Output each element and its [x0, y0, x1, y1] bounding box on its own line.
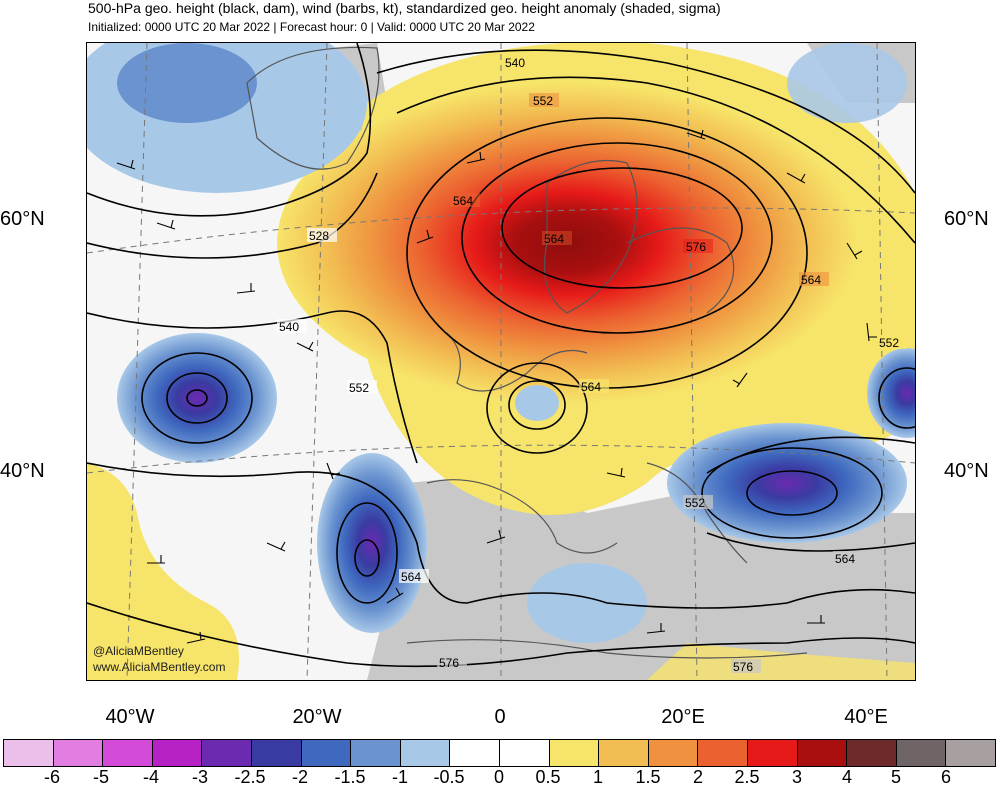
- graticule: [87, 43, 915, 680]
- colorbar-swatch: [599, 740, 649, 766]
- colorbar-swatch: [400, 740, 451, 766]
- colorbar-label: -1.5: [334, 767, 366, 787]
- colorbar-label: 2: [692, 767, 704, 787]
- credit-handle: @AliciaMBentley: [93, 644, 184, 658]
- wind-barbs: [116, 129, 877, 644]
- contour-label: 564: [801, 273, 821, 287]
- lon-label: 40°E: [844, 706, 888, 728]
- colorbar-swatch: [648, 740, 699, 766]
- lat-label-60n-left: 60°N: [0, 208, 45, 230]
- negative-anomaly-shading: [87, 43, 915, 643]
- weather-map: 540 552 564 576 528 540 552 564 564 564 …: [86, 42, 916, 681]
- contour-label: 564: [835, 552, 855, 566]
- contour-label: 552: [533, 94, 553, 108]
- contour-label: 564: [544, 232, 564, 246]
- colorbar-label: -5: [92, 767, 110, 787]
- map-subtitle: Initialized: 0000 UTC 20 Mar 2022 | Fore…: [88, 20, 535, 34]
- map-canvas: 540 552 564 576 528 540 552 564 564 564 …: [87, 43, 915, 680]
- anomaly-colorbar: [3, 739, 996, 767]
- colorbar-label: -6: [43, 767, 61, 787]
- contour-label: 540: [279, 320, 299, 334]
- colorbar-swatch: [797, 740, 848, 766]
- contour-label: 528: [309, 229, 329, 243]
- colorbar-swatch: [747, 740, 798, 766]
- colorbar-label: 0.5: [535, 767, 561, 787]
- colorbar-swatch: [698, 740, 748, 766]
- contour-label: 552: [685, 496, 705, 510]
- colorbar-swatch: [301, 740, 352, 766]
- coastlines: [246, 46, 808, 659]
- colorbar-label: 2.5: [734, 767, 760, 787]
- colorbar-label: -3: [191, 767, 209, 787]
- contour-label: 564: [401, 570, 421, 584]
- contour-label: 576: [733, 660, 753, 674]
- map-title: 500-hPa geo. height (black, dam), wind (…: [88, 0, 721, 16]
- colorbar-swatch: [847, 740, 897, 766]
- lon-label: 20°W: [292, 706, 342, 728]
- colorbar-label: -1: [391, 767, 409, 787]
- height-contours: [87, 43, 915, 668]
- colorbar-swatch: [152, 740, 203, 766]
- contour-label: 576: [439, 656, 459, 670]
- contour-label: 540: [505, 56, 525, 70]
- colorbar-swatch: [450, 740, 500, 766]
- colorbar-swatch: [103, 740, 153, 766]
- lon-label: 20°E: [661, 706, 705, 728]
- lat-label-40n-right: 40°N: [944, 460, 989, 482]
- colorbar-swatch: [53, 740, 104, 766]
- colorbar-label: 1.5: [635, 767, 661, 787]
- contour-label: 564: [453, 194, 473, 208]
- contour-label: 564: [581, 380, 601, 394]
- colorbar-label: -4: [142, 767, 160, 787]
- lat-label-60n-right: 60°N: [944, 208, 989, 230]
- colorbar-swatch: [202, 740, 252, 766]
- colorbar-label: -2: [291, 767, 309, 787]
- colorbar-swatch: [251, 740, 302, 766]
- colorbar-swatch: [351, 740, 401, 766]
- lat-label-40n-left: 40°N: [0, 460, 45, 482]
- colorbar-swatch: [549, 740, 600, 766]
- contour-label: 552: [879, 336, 899, 350]
- colorbar-swatch: [499, 740, 550, 766]
- colorbar-label: 0: [493, 767, 505, 787]
- colorbar-label: -0.5: [433, 767, 465, 787]
- contour-labels: 540 552 564 576 528 540 552 564 564 564 …: [277, 55, 907, 674]
- contour-label: 576: [686, 240, 706, 254]
- colorbar-label: 4: [841, 767, 853, 787]
- colorbar-label: -2.5: [234, 767, 266, 787]
- lon-label: 0: [494, 706, 506, 728]
- lon-label: 40°W: [105, 706, 155, 728]
- colorbar-label: 3: [791, 767, 803, 787]
- credit-website: www.AliciaMBentley.com: [93, 660, 226, 674]
- colorbar-swatch: [896, 740, 947, 766]
- colorbar-swatch: [946, 740, 995, 766]
- colorbar-label: 6: [940, 767, 952, 787]
- contour-label: 552: [349, 381, 369, 395]
- colorbar-label: 5: [890, 767, 902, 787]
- colorbar-label: 1: [592, 767, 604, 787]
- colorbar-swatch: [4, 740, 54, 766]
